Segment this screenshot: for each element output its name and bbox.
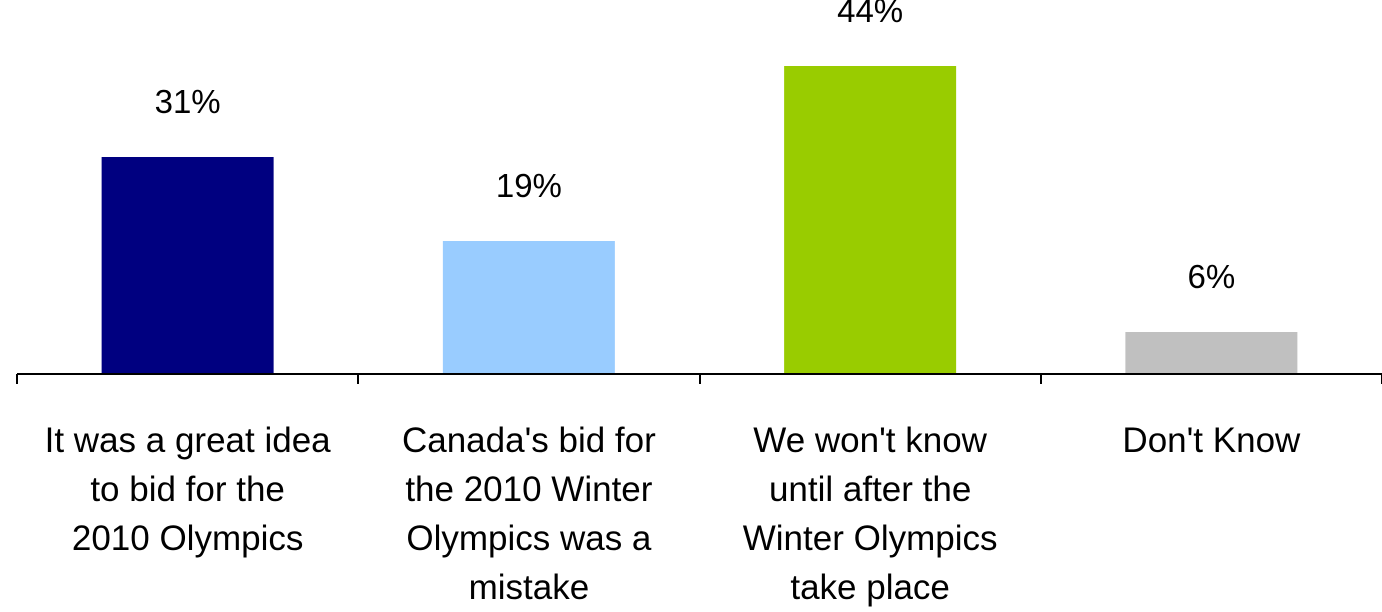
category-label-line: Don't Know (1122, 421, 1301, 460)
bar (784, 66, 957, 374)
bar (101, 157, 274, 374)
category-label-line: until after the (769, 470, 971, 509)
bar (442, 241, 615, 374)
category-label-line: take place (790, 568, 950, 607)
bar (1125, 332, 1298, 374)
category-label-line: It was a great idea (45, 421, 332, 460)
x-axis-ticks (16, 374, 1382, 384)
category-label-line: Olympics was a (406, 519, 652, 558)
category-label-line: mistake (469, 568, 590, 607)
category-label: Canada's bid for the 2010 Winter Olympics … (402, 421, 656, 607)
bar-value-label: 44% (837, 0, 903, 29)
bar-value-label: 6% (1188, 258, 1236, 295)
category-label-line: 2010 Olympics (72, 519, 303, 558)
category-label-line: the 2010 Winter (405, 470, 652, 509)
category-label-line: to bid for the (90, 470, 285, 509)
bar-value-label: 31% (155, 83, 221, 120)
category-label-line: Canada's bid for (402, 421, 656, 460)
category-label: We won't know until after the Winter Olymp… (743, 421, 998, 607)
category-label: Don't Know (1122, 421, 1301, 460)
category-label-line: We won't know (753, 421, 987, 460)
value-labels-group: 31% 19% 44% 6% (155, 0, 1236, 295)
bars-group (101, 66, 1298, 374)
category-labels-group: It was a great idea to bid for the 2010 Ol… (45, 421, 1301, 607)
category-label: It was a great idea to bid for the 2010 Ol… (45, 421, 332, 558)
category-label-line: Winter Olympics (743, 519, 998, 558)
bar-value-label: 19% (496, 167, 562, 204)
